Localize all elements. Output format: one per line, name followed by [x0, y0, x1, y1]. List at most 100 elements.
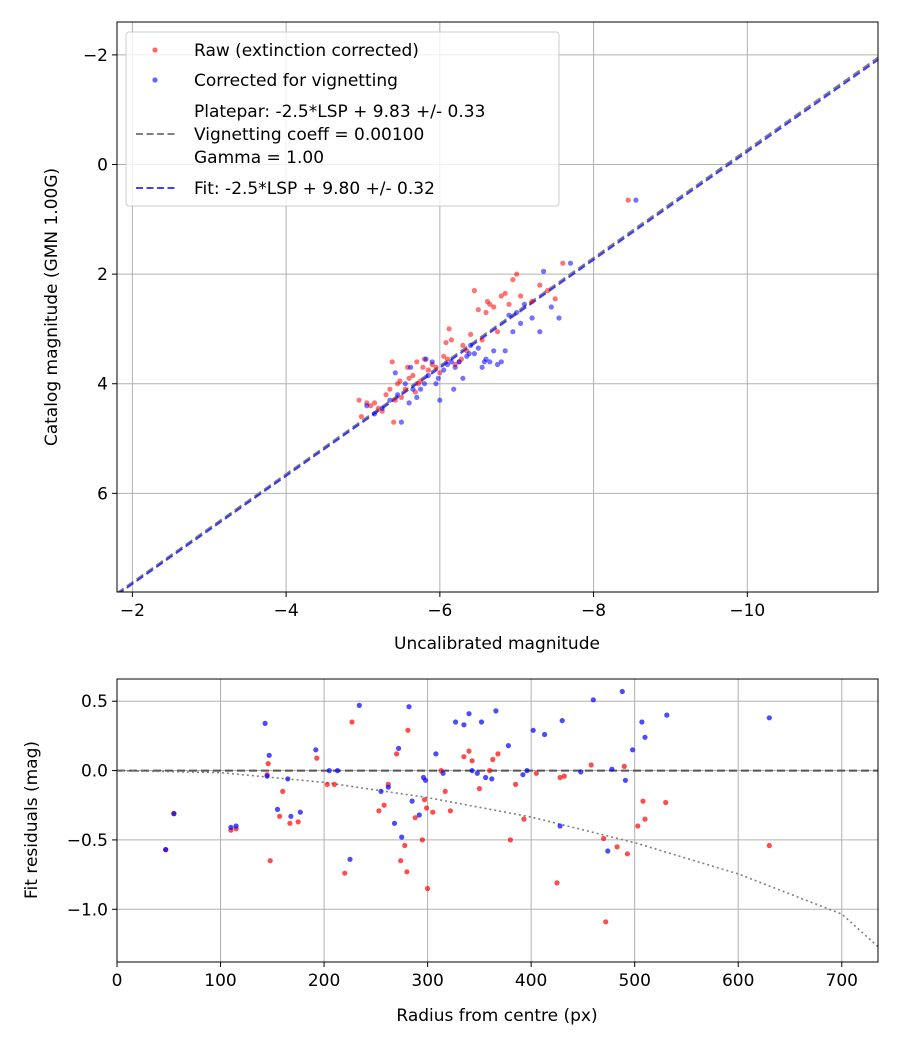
- raw-point: [394, 751, 400, 757]
- corrected-point: [491, 348, 497, 354]
- top-plot-frame: [116, 21, 879, 593]
- x-tick-label: −8: [581, 601, 606, 621]
- vignetting-line: [117, 769, 878, 948]
- raw-point: [560, 260, 566, 266]
- corrected-point: [489, 776, 495, 782]
- raw-point: [498, 293, 504, 299]
- raw-point: [267, 858, 273, 864]
- raw-point: [625, 197, 631, 203]
- corrected-point: [498, 359, 504, 365]
- raw-point: [766, 842, 772, 849]
- raw-point: [471, 288, 477, 294]
- corrected-point: [578, 769, 584, 775]
- raw-point: [375, 405, 381, 411]
- corrected-point: [605, 848, 611, 854]
- raw-point: [513, 781, 519, 788]
- raw-point: [614, 844, 620, 850]
- corrected-point: [422, 777, 429, 783]
- y-tick-label: −1.0: [67, 900, 108, 920]
- x-tick-label: 600: [722, 971, 754, 991]
- x-tick-label: −6: [427, 601, 452, 621]
- corrected-point: [334, 768, 341, 774]
- raw-point: [349, 719, 355, 725]
- corrected-point: [633, 197, 639, 203]
- raw-point: [518, 293, 524, 299]
- y-tick-label: 0.0: [81, 762, 108, 782]
- corrected-point: [266, 752, 272, 758]
- corrected-point: [642, 734, 648, 740]
- corrected-point: [487, 359, 493, 365]
- raw-point: [419, 837, 425, 843]
- top-fit-lines: [117, 56, 878, 592]
- x-tick-label: 0: [112, 971, 123, 991]
- x-tick-label: 200: [308, 971, 340, 991]
- raw-point: [642, 816, 648, 822]
- top-scatter-points: [356, 197, 639, 425]
- y-tick-label: 0: [97, 156, 108, 176]
- corrected-point: [414, 394, 420, 400]
- bottom-x-ticks: 0 100 200 300 400 500 600 700: [112, 962, 858, 991]
- raw-point: [280, 788, 286, 795]
- raw-point: [397, 378, 403, 384]
- corrected-point: [471, 351, 477, 357]
- raw-point: [331, 781, 337, 788]
- y-tick-label: 4: [97, 375, 108, 395]
- raw-point: [324, 781, 330, 788]
- raw-point: [588, 762, 594, 768]
- raw-point: [552, 296, 558, 302]
- raw-point: [398, 858, 404, 864]
- corrected-point: [444, 361, 451, 368]
- corrected-point: [478, 719, 485, 725]
- raw-point: [402, 386, 408, 392]
- corrected-point: [410, 386, 416, 392]
- raw-point: [446, 326, 452, 332]
- raw-point: [410, 372, 416, 379]
- bottom-plot-frame: [116, 678, 879, 963]
- raw-point: [420, 364, 426, 370]
- corrected-point: [163, 847, 169, 853]
- corrected-point: [456, 359, 462, 365]
- raw-point: [461, 754, 467, 760]
- raw-point: [433, 364, 439, 370]
- raw-point: [621, 763, 627, 770]
- corrected-point: [378, 788, 384, 795]
- corrected-point: [556, 315, 562, 321]
- corrected-point: [639, 719, 645, 725]
- corrected-point: [418, 386, 424, 392]
- raw-point: [424, 805, 430, 811]
- raw-point: [490, 756, 496, 763]
- corrected-point: [524, 768, 530, 774]
- corrected-point: [435, 375, 441, 381]
- corrected-point: [396, 745, 402, 752]
- top-y-axis-label: Catalog magnitude (GMN 1.00G): [42, 168, 62, 446]
- corrected-point: [425, 372, 431, 379]
- raw-point: [537, 282, 543, 288]
- corrected-point: [441, 367, 447, 373]
- raw-point: [356, 397, 362, 403]
- raw-point: [529, 298, 535, 305]
- corrected-point: [493, 708, 499, 714]
- corrected-point: [399, 834, 405, 840]
- raw-point: [603, 919, 609, 925]
- legend-platepar-label: Platepar: -2.5*LSP + 9.83 +/- 0.33: [194, 102, 485, 122]
- x-tick-label: −10: [729, 601, 765, 621]
- raw-point: [466, 748, 472, 754]
- y-tick-label: −2: [83, 46, 108, 66]
- corrected-point: [288, 813, 294, 819]
- corrected-point: [529, 315, 535, 321]
- corrected-point: [326, 768, 332, 774]
- corrected-point: [364, 403, 370, 409]
- raw-point: [624, 851, 631, 857]
- corrected-point: [448, 359, 454, 365]
- raw-point: [437, 370, 443, 376]
- top-legend: Raw (extinction corrected) Corrected for…: [125, 31, 560, 207]
- raw-point: [635, 823, 641, 829]
- x-tick-label: 500: [618, 971, 650, 991]
- corrected-point: [421, 381, 428, 387]
- raw-point: [533, 770, 539, 776]
- legend-raw-marker: [152, 47, 158, 53]
- raw-point: [444, 356, 451, 362]
- corrected-point: [451, 386, 457, 392]
- raw-point: [502, 290, 508, 296]
